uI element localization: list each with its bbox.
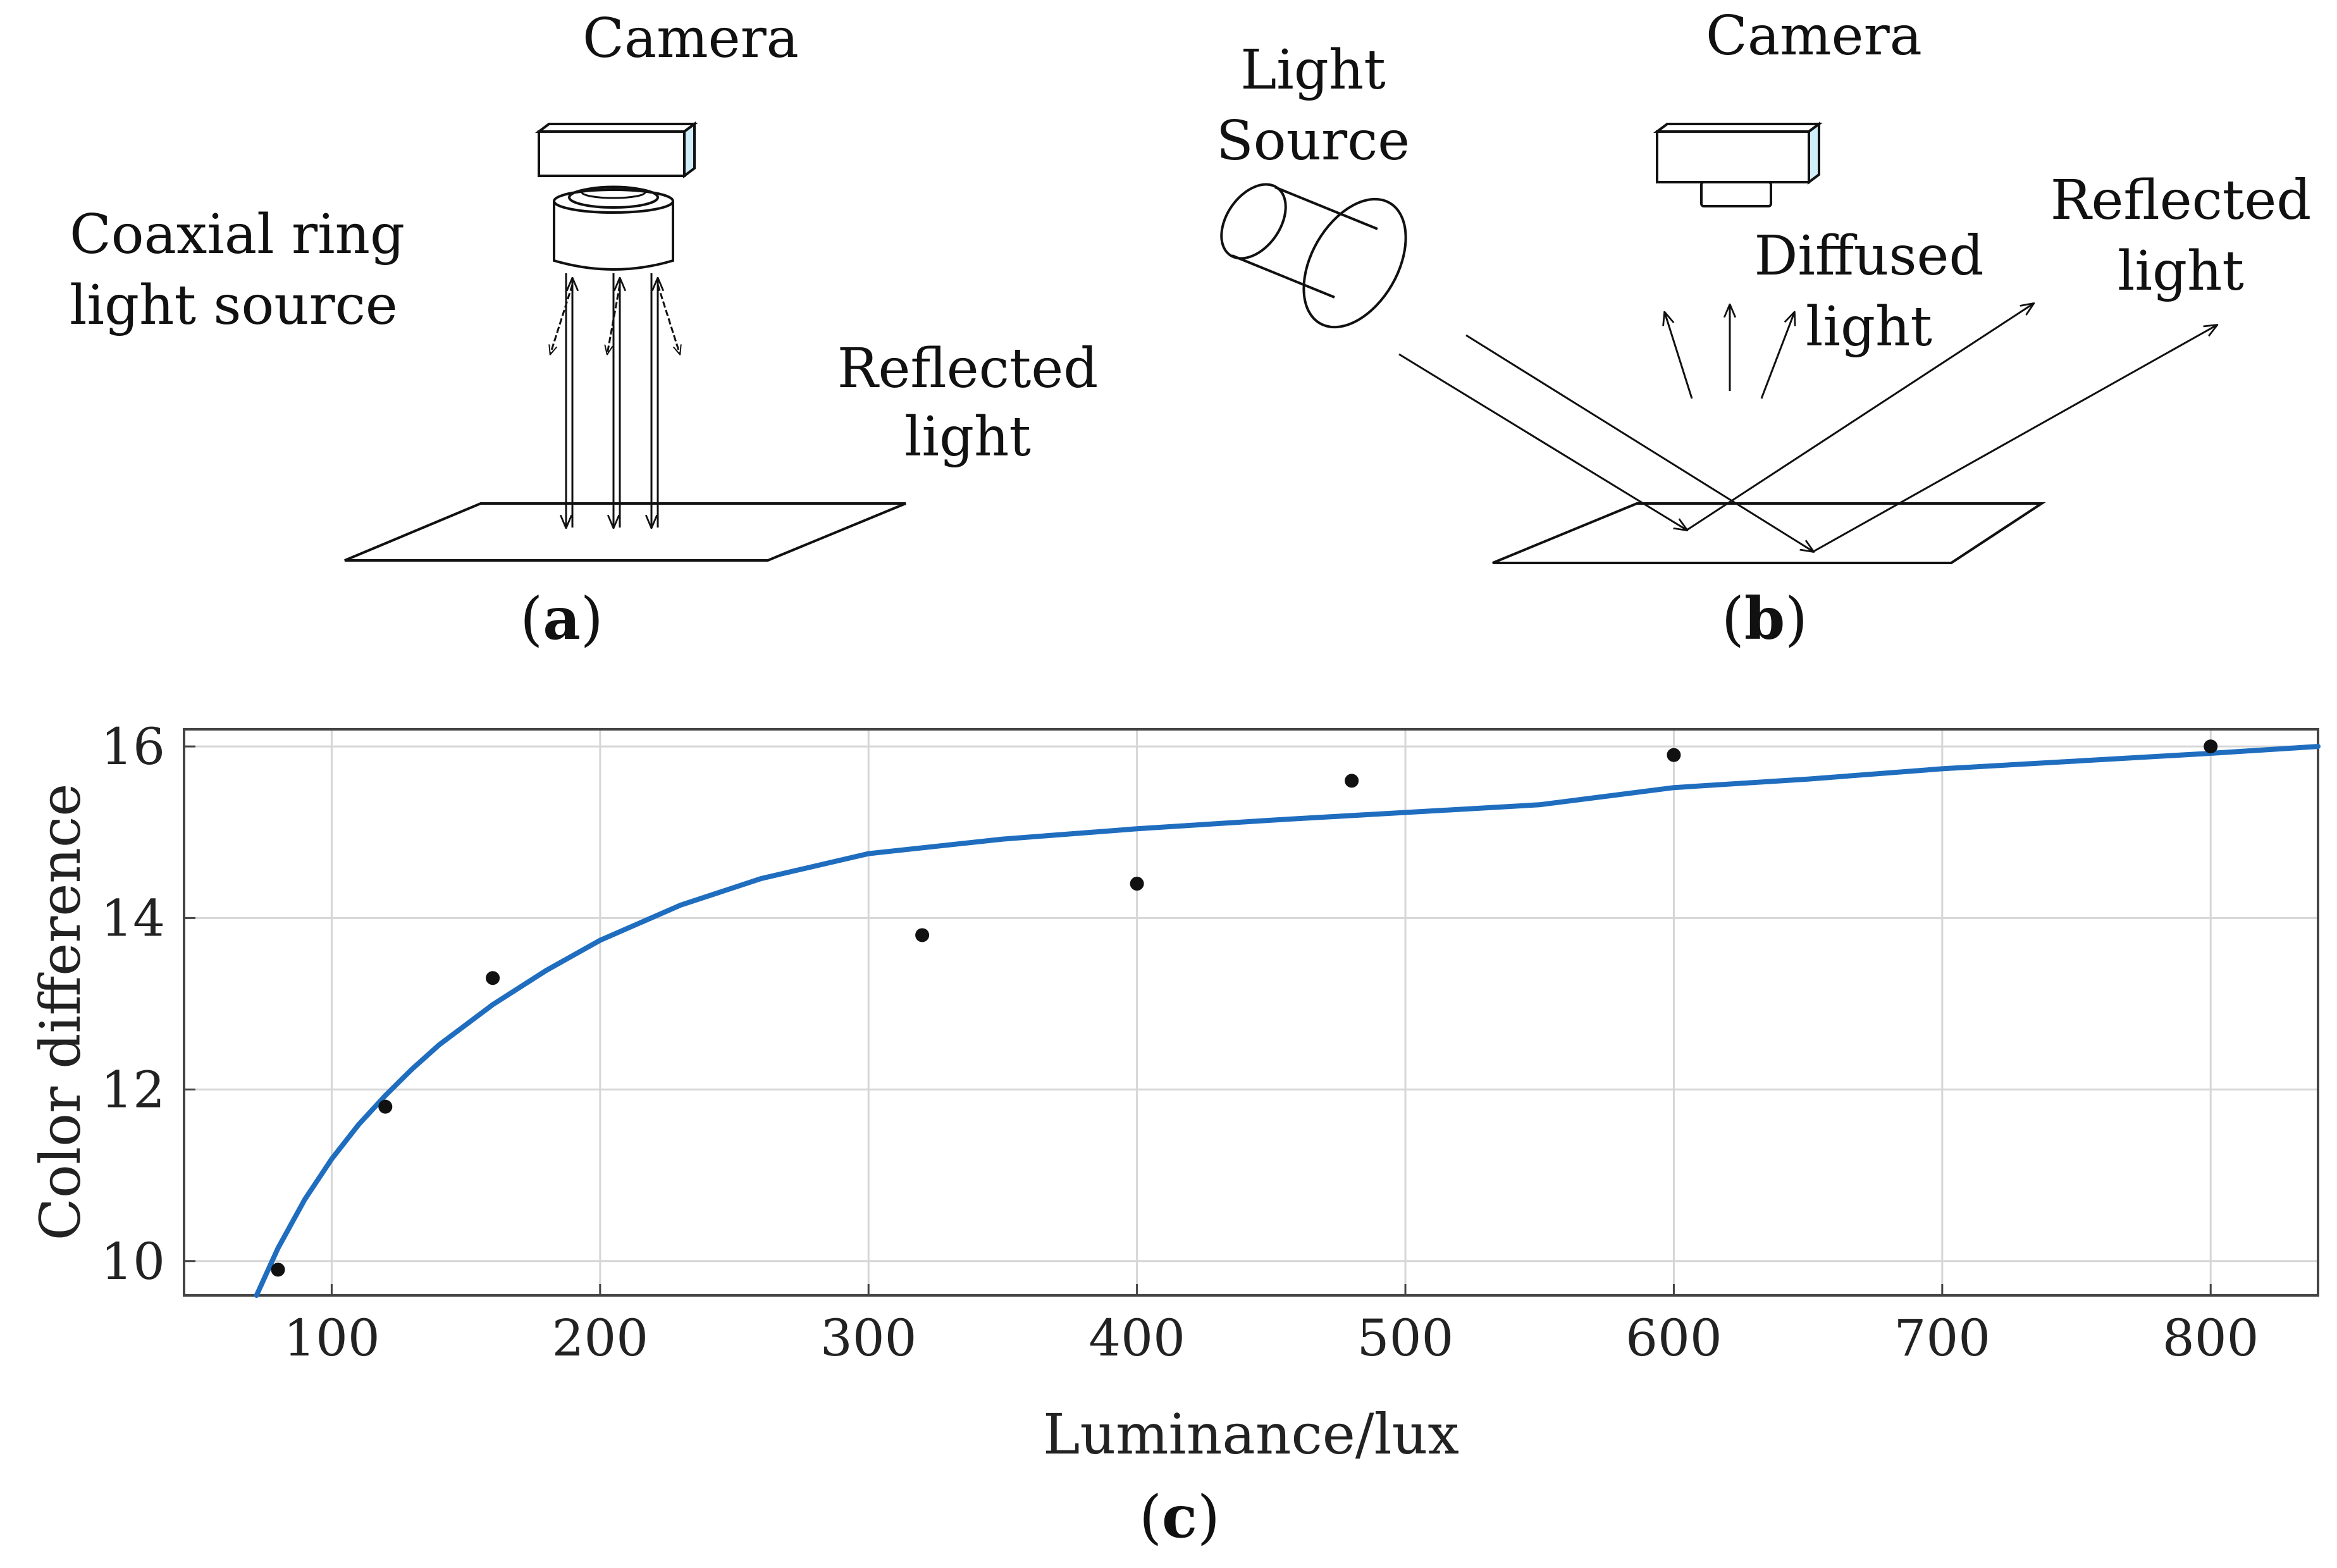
panel-a-reflected-label-2: light — [904, 405, 1031, 469]
data-point — [2204, 739, 2218, 754]
x-tick-label: 300 — [820, 1309, 917, 1367]
fit-curve — [254, 744, 2321, 1298]
panel-c-chart: 100 200 300 400 500 600 700 800 10 12 14 16 Luminan… — [28, 717, 2321, 1551]
panel-a: Camera Coaxial ring light source Ref — [70, 7, 1098, 653]
panel-b-diffused-rays — [1665, 305, 1794, 399]
x-tick-label: 600 — [1625, 1309, 1722, 1367]
data-point — [486, 971, 500, 985]
x-axis-label: Luminance/lux — [1043, 1402, 1459, 1467]
panel-a-sample-surface — [344, 502, 906, 562]
y-tick-label: 14 — [101, 889, 165, 948]
y-tick-label: 16 — [101, 717, 165, 776]
panel-a-coaxial-ring-light-icon — [553, 185, 674, 271]
data-points — [271, 739, 2218, 1277]
x-tick-label: 800 — [2162, 1309, 2259, 1367]
panel-c-caption: (c) — [1139, 1483, 1220, 1551]
x-tick-label: 200 — [552, 1309, 648, 1367]
panel-b-sample-surface — [1492, 502, 2046, 564]
panel-b-reflected-label-1: Reflected — [2050, 169, 2312, 232]
data-point — [271, 1262, 285, 1277]
plot-area-frame — [183, 728, 2319, 1297]
panel-b-reflected-rays — [1686, 304, 2217, 553]
panel-b-diffused-label-1: Diffused — [1754, 225, 1983, 288]
panel-b-diffused-label-2: light — [1806, 295, 1932, 359]
panel-b-light-source-icon — [1220, 183, 1407, 329]
x-tick-label: 100 — [283, 1309, 380, 1367]
panel-a-ring-label-2: light source — [70, 274, 398, 337]
panel-b-caption: (b) — [1722, 584, 1808, 653]
data-point — [1130, 877, 1144, 891]
panel-b-reflected-label-2: light — [2118, 240, 2244, 303]
panel-b-light-source-label-2: Source — [1216, 109, 1410, 173]
panel-a-reflected-label-1: Reflected — [837, 337, 1099, 400]
data-point — [378, 1099, 393, 1114]
y-axis-label: Color difference — [28, 784, 93, 1241]
data-point — [915, 928, 930, 942]
y-tick-label: 10 — [101, 1232, 165, 1291]
data-point — [1667, 748, 1681, 762]
panel-b-camera-icon — [1653, 121, 1823, 207]
y-tick-label: 12 — [101, 1061, 165, 1120]
panel-a-camera-label: Camera — [583, 7, 799, 70]
panel-a-ring-label-1: Coaxial ring — [70, 203, 405, 266]
x-tick-label: 400 — [1088, 1309, 1185, 1367]
chart-grid — [184, 729, 2318, 1295]
panel-a-camera-icon — [535, 121, 698, 178]
panel-a-caption: (a) — [520, 584, 603, 653]
panel-b-incident-rays — [1398, 334, 1813, 552]
panel-b-light-source-label-1: Light — [1240, 39, 1386, 102]
x-tick-label: 700 — [1894, 1309, 1990, 1367]
panel-b-camera-label: Camera — [1706, 4, 1922, 68]
data-point — [1345, 774, 1359, 788]
panel-a-light-rays — [550, 273, 680, 528]
panel-b: Camera Light Source Di — [1216, 4, 2312, 653]
chart-ticks: 100 200 300 400 500 600 700 800 10 12 14 16 — [101, 717, 2259, 1367]
x-tick-label: 500 — [1357, 1309, 1454, 1367]
